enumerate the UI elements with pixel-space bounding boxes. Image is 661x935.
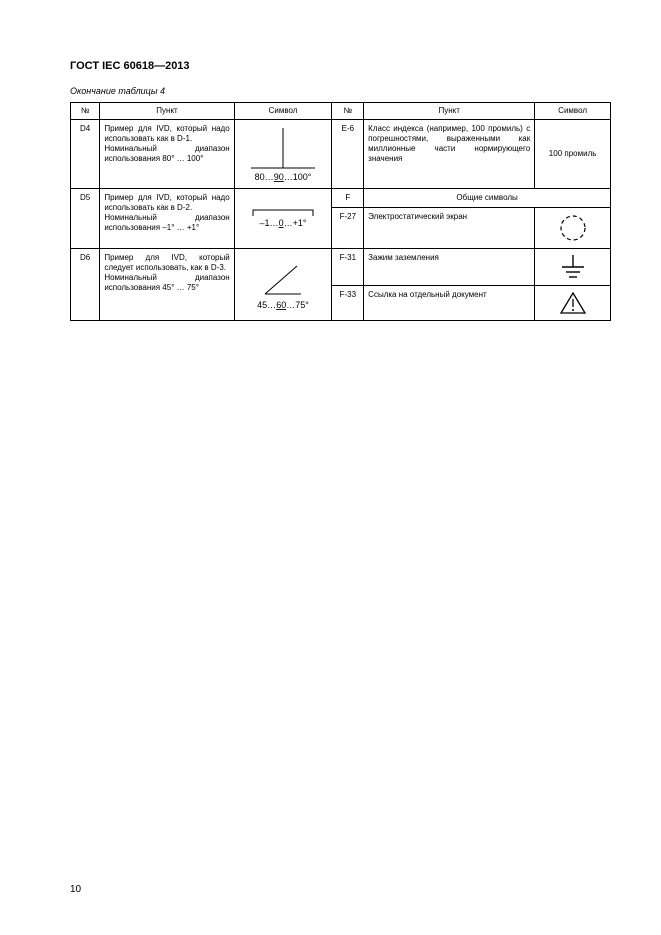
- cell-text: Пример для IVD, который надо использоват…: [100, 120, 234, 189]
- cell-text: Пример для IVD, который надо использоват…: [100, 189, 234, 249]
- symbol-ivd-d3-icon: 45…60…75°: [245, 258, 321, 312]
- table-caption: Окончание таблицы 4: [70, 86, 611, 96]
- cell-num: F-33: [332, 286, 364, 321]
- cell-text: Класс индекса (например, 100 промиль) с …: [364, 120, 535, 189]
- page-number: 10: [70, 884, 81, 895]
- cell-text: Ссылка на отдельный документ: [364, 286, 535, 321]
- cell-symbol-d5: –1…0…+1°: [234, 189, 332, 249]
- hdr-item-left: Пункт: [100, 103, 234, 120]
- cell-text: Зажим заземления: [364, 249, 535, 286]
- page: ГОСТ IEC 60618—2013 Окончание таблицы 4 …: [0, 0, 661, 935]
- cell-num: E-6: [332, 120, 364, 189]
- symbol-ivd-d2-icon: –1…0…+1°: [245, 202, 321, 236]
- table-row: D6 Пример для IVD, который следует испол…: [71, 249, 611, 286]
- cell-num: F-31: [332, 249, 364, 286]
- cell-num: D5: [71, 189, 100, 249]
- svg-text:45…60…75°: 45…60…75°: [257, 300, 309, 310]
- hdr-num-left: №: [71, 103, 100, 120]
- hdr-sym-left: Символ: [234, 103, 332, 120]
- electrostatic-screen-icon: [555, 212, 591, 244]
- cell-symbol-e6: 100 промиль: [535, 120, 611, 189]
- cell-num: D6: [71, 249, 100, 321]
- section-header: Общие символы: [364, 189, 611, 208]
- standards-table: № Пункт Символ № Пункт Символ D4 Пример …: [70, 102, 611, 321]
- cell-num: F: [332, 189, 364, 208]
- cell-symbol-f33: [535, 286, 611, 321]
- cell-symbol-f31: [535, 249, 611, 286]
- doc-title: ГОСТ IEC 60618—2013: [70, 60, 611, 72]
- table-header-row: № Пункт Символ № Пункт Символ: [71, 103, 611, 120]
- hdr-item-right: Пункт: [364, 103, 535, 120]
- svg-text:80…90…100°: 80…90…100°: [255, 172, 312, 182]
- hdr-num-right: №: [332, 103, 364, 120]
- refer-document-icon: [558, 290, 588, 316]
- svg-text:–1…0…+1°: –1…0…+1°: [260, 218, 307, 228]
- cell-num: D4: [71, 120, 100, 189]
- cell-symbol-f27: [535, 208, 611, 249]
- earth-terminal-icon: [558, 253, 588, 281]
- cell-symbol-d6: 45…60…75°: [234, 249, 332, 321]
- cell-symbol-d4: 80…90…100°: [234, 120, 332, 189]
- cell-num: F-27: [332, 208, 364, 249]
- cell-text: Электростатический экран: [364, 208, 535, 249]
- cell-text: Пример для IVD, который следует использо…: [100, 249, 234, 321]
- symbol-ivd-d1-icon: 80…90…100°: [245, 124, 321, 184]
- table-row: D5 Пример для IVD, который надо использо…: [71, 189, 611, 208]
- hdr-sym-right: Символ: [535, 103, 611, 120]
